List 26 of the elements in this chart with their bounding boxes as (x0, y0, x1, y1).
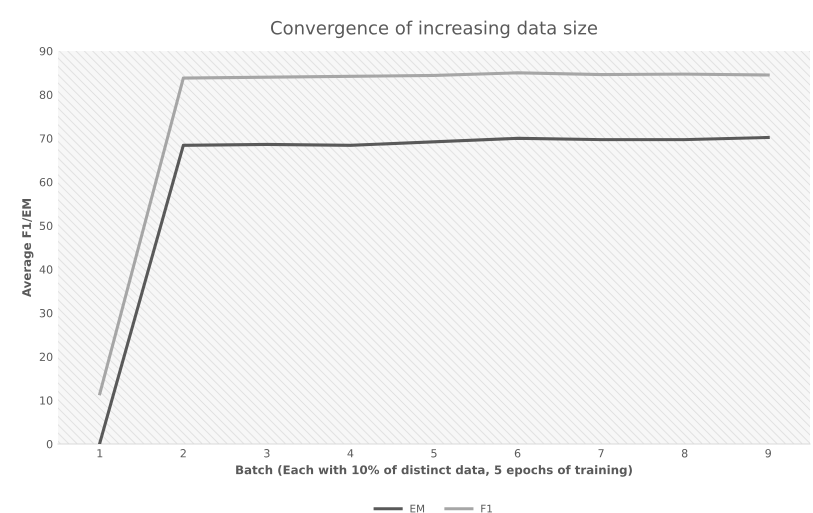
y-tick-label: 70 (40, 134, 52, 143)
x-tick-label: 5 (431, 449, 437, 458)
y-tick-label: 60 (40, 178, 52, 186)
x-tick-label: 6 (514, 449, 520, 458)
y-tick-label: 90 (40, 46, 52, 56)
y-axis-title: Average F1/EM (22, 199, 34, 298)
x-tick-label: 7 (598, 449, 604, 458)
x-tick-label: 2 (180, 449, 186, 458)
line-series (98, 71, 770, 396)
y-tick-label: 0 (46, 440, 52, 448)
x-axis-title: Batch (Each with 10% of distinct data, 5 epochs of training) (236, 465, 632, 477)
line-series (98, 136, 770, 444)
x-tick-label: 8 (682, 449, 688, 458)
y-tick-label: 80 (40, 90, 52, 100)
y-tick-label: 30 (40, 308, 52, 318)
legend-label: EM (410, 504, 424, 512)
x-tick-label: 9 (765, 449, 771, 458)
y-tick-label: 10 (40, 396, 52, 405)
chart-title: Convergence of increasing data size (271, 20, 598, 38)
y-tick-label: 20 (40, 352, 52, 362)
y-tick-label: 40 (40, 265, 52, 274)
x-tick-label: 3 (264, 449, 270, 458)
x-tick-label: 4 (347, 449, 354, 458)
legend-label: F1 (481, 504, 492, 512)
y-tick-label: 50 (40, 222, 52, 230)
x-tick-label: 1 (97, 449, 102, 458)
